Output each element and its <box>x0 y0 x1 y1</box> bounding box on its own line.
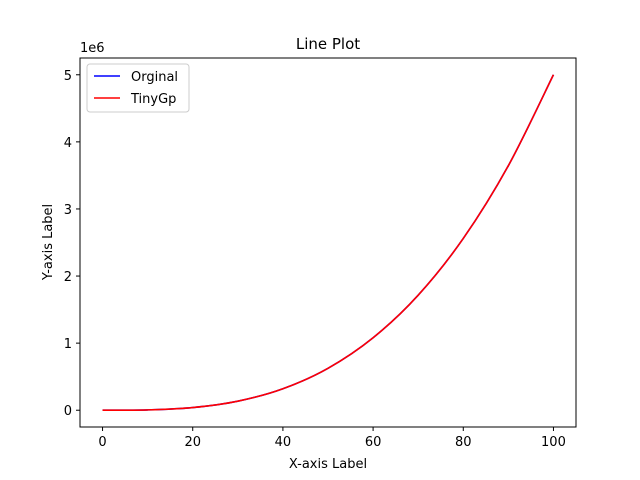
y-tick-label: 5 <box>64 69 72 84</box>
x-tick-label: 100 <box>541 435 566 450</box>
series-layer <box>102 74 555 412</box>
y-tick-label: 1 <box>64 337 72 352</box>
y-tick-label: 2 <box>64 270 72 285</box>
legend-label-orginal: Orginal <box>131 70 178 85</box>
y-tick-label: 4 <box>64 136 72 151</box>
x-axis-label: X-axis Label <box>289 457 367 472</box>
x-tick-label: 80 <box>455 435 472 450</box>
x-tick-label: 40 <box>275 435 292 450</box>
y-axis-label: Y-axis Label <box>41 204 56 281</box>
x-tick-label: 20 <box>184 435 201 450</box>
chart-title: Line Plot <box>296 35 360 53</box>
x-axis: 0 20 40 60 80 100 <box>98 427 566 450</box>
y-tick-label: 3 <box>64 203 72 218</box>
y-axis: 0 1 2 3 4 5 <box>64 69 80 419</box>
series-line-tinygp <box>102 74 555 412</box>
x-tick-label: 60 <box>365 435 382 450</box>
x-tick-label: 0 <box>98 435 106 450</box>
legend: Orginal TinyGp <box>86 63 190 113</box>
y-tick-label: 0 <box>64 404 72 419</box>
plot-frame <box>79 57 577 428</box>
y-multiplier-label: 1e6 <box>80 41 105 56</box>
legend-label-tinygp: TinyGp <box>130 92 176 107</box>
